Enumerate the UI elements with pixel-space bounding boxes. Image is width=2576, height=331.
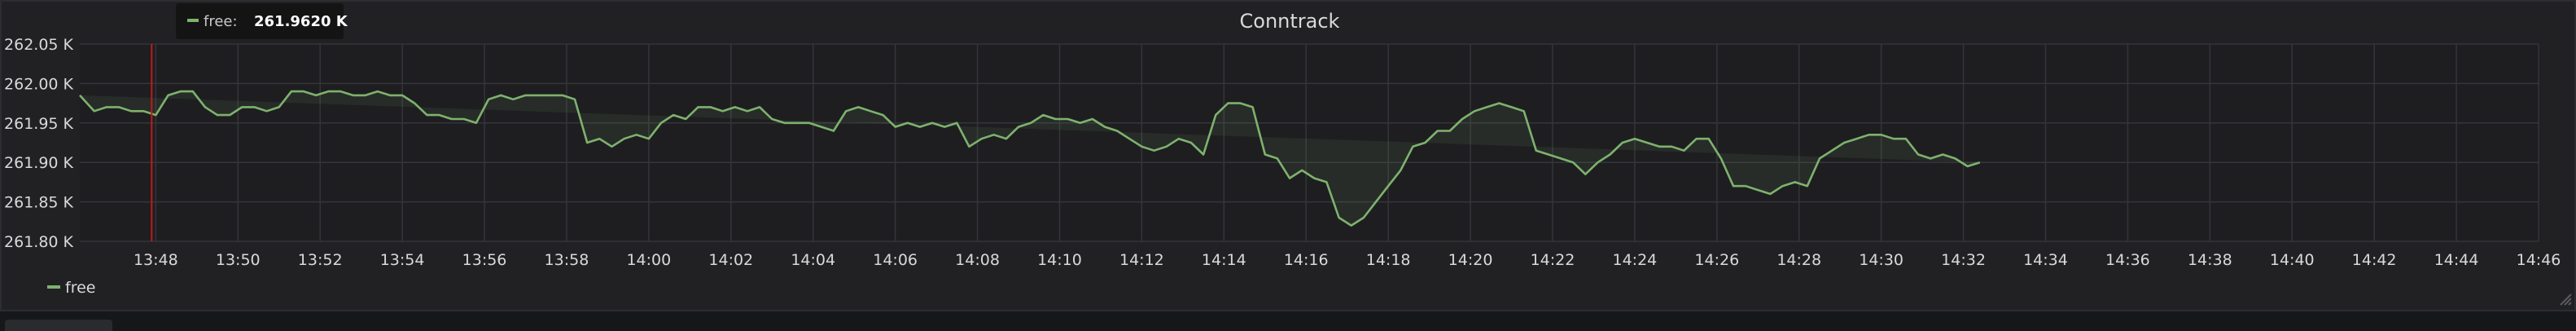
- tooltip-value: 261.9620 K: [254, 13, 348, 30]
- x-tick-label: 14:32: [1941, 251, 1986, 269]
- x-tick-label: 14:36: [2105, 251, 2150, 269]
- y-axis: 261.80 K 261.85 K 261.90 K 261.95 K 262.00 K…: [4, 36, 74, 251]
- y-tick-label: 262.05 K: [4, 36, 74, 54]
- x-tick-label: 14:24: [1613, 251, 1658, 269]
- x-tick-label: 14:00: [626, 251, 671, 269]
- x-tick-label: 14:18: [1366, 251, 1411, 269]
- x-tick-label: 14:46: [2517, 251, 2561, 269]
- y-tick-label: 262.00 K: [4, 75, 74, 93]
- y-tick-label: 261.85 K: [4, 194, 74, 212]
- x-tick-label: 14:04: [791, 251, 835, 269]
- legend-label-free[interactable]: free: [65, 279, 95, 297]
- panel-title: Conntrack: [1240, 10, 1340, 33]
- x-tick-label: 14:08: [955, 251, 1000, 269]
- x-tick-label: 14:02: [708, 251, 753, 269]
- x-tick-label: 14:10: [1037, 251, 1082, 269]
- graph-panel: 261.80 K 261.85 K 261.90 K 261.95 K 262.00 K…: [0, 0, 2576, 311]
- x-tick-label: 14:38: [2188, 251, 2232, 269]
- tooltip-box: [176, 3, 344, 39]
- x-tick-label: 13:58: [545, 251, 589, 269]
- x-tick-label: 14:28: [1776, 251, 1821, 269]
- x-tick-label: 14:20: [1448, 251, 1493, 269]
- x-tick-label: 14:40: [2270, 251, 2315, 269]
- x-tick-label: 13:50: [216, 251, 261, 269]
- conntrack-chart: 261.80 K 261.85 K 261.90 K 261.95 K 262.00 K…: [4, 3, 2572, 306]
- tooltip-series-label: free:: [204, 13, 238, 30]
- series-line-free: [79, 90, 1981, 227]
- x-axis: 13:48 13:50 13:52 13:54 13:56 13:58 14:00 14:02…: [134, 251, 2561, 269]
- y-tick-label: 261.80 K: [4, 233, 74, 251]
- series-area-free: [80, 91, 1980, 226]
- x-tick-label: 14:26: [1694, 251, 1739, 269]
- x-tick-label: 14:16: [1284, 251, 1329, 269]
- x-tick-label: 14:14: [1202, 251, 1246, 269]
- x-tick-label: 14:44: [2434, 251, 2479, 269]
- legend[interactable]: free: [47, 279, 95, 297]
- x-tick-label: 14:34: [2023, 251, 2068, 269]
- resize-handle[interactable]: [2560, 293, 2572, 306]
- x-tick-label: 13:54: [380, 251, 425, 269]
- grid-lines: [80, 43, 2539, 242]
- x-tick-label: 14:06: [873, 251, 918, 269]
- hover-tooltip: free: 261.9620 K: [176, 3, 348, 39]
- x-tick-label: 14:30: [1859, 251, 1904, 269]
- y-tick-label: 261.95 K: [4, 115, 74, 133]
- x-tick-label: 13:48: [134, 251, 178, 269]
- plot-area: [80, 44, 2539, 241]
- x-tick-label: 14:22: [1531, 251, 1575, 269]
- x-tick-label: 13:52: [298, 251, 343, 269]
- x-tick-label: 14:42: [2352, 251, 2397, 269]
- next-panel-tab: [5, 320, 112, 331]
- x-tick-label: 14:12: [1119, 251, 1164, 269]
- y-tick-label: 261.90 K: [4, 154, 74, 172]
- x-tick-label: 13:56: [462, 251, 507, 269]
